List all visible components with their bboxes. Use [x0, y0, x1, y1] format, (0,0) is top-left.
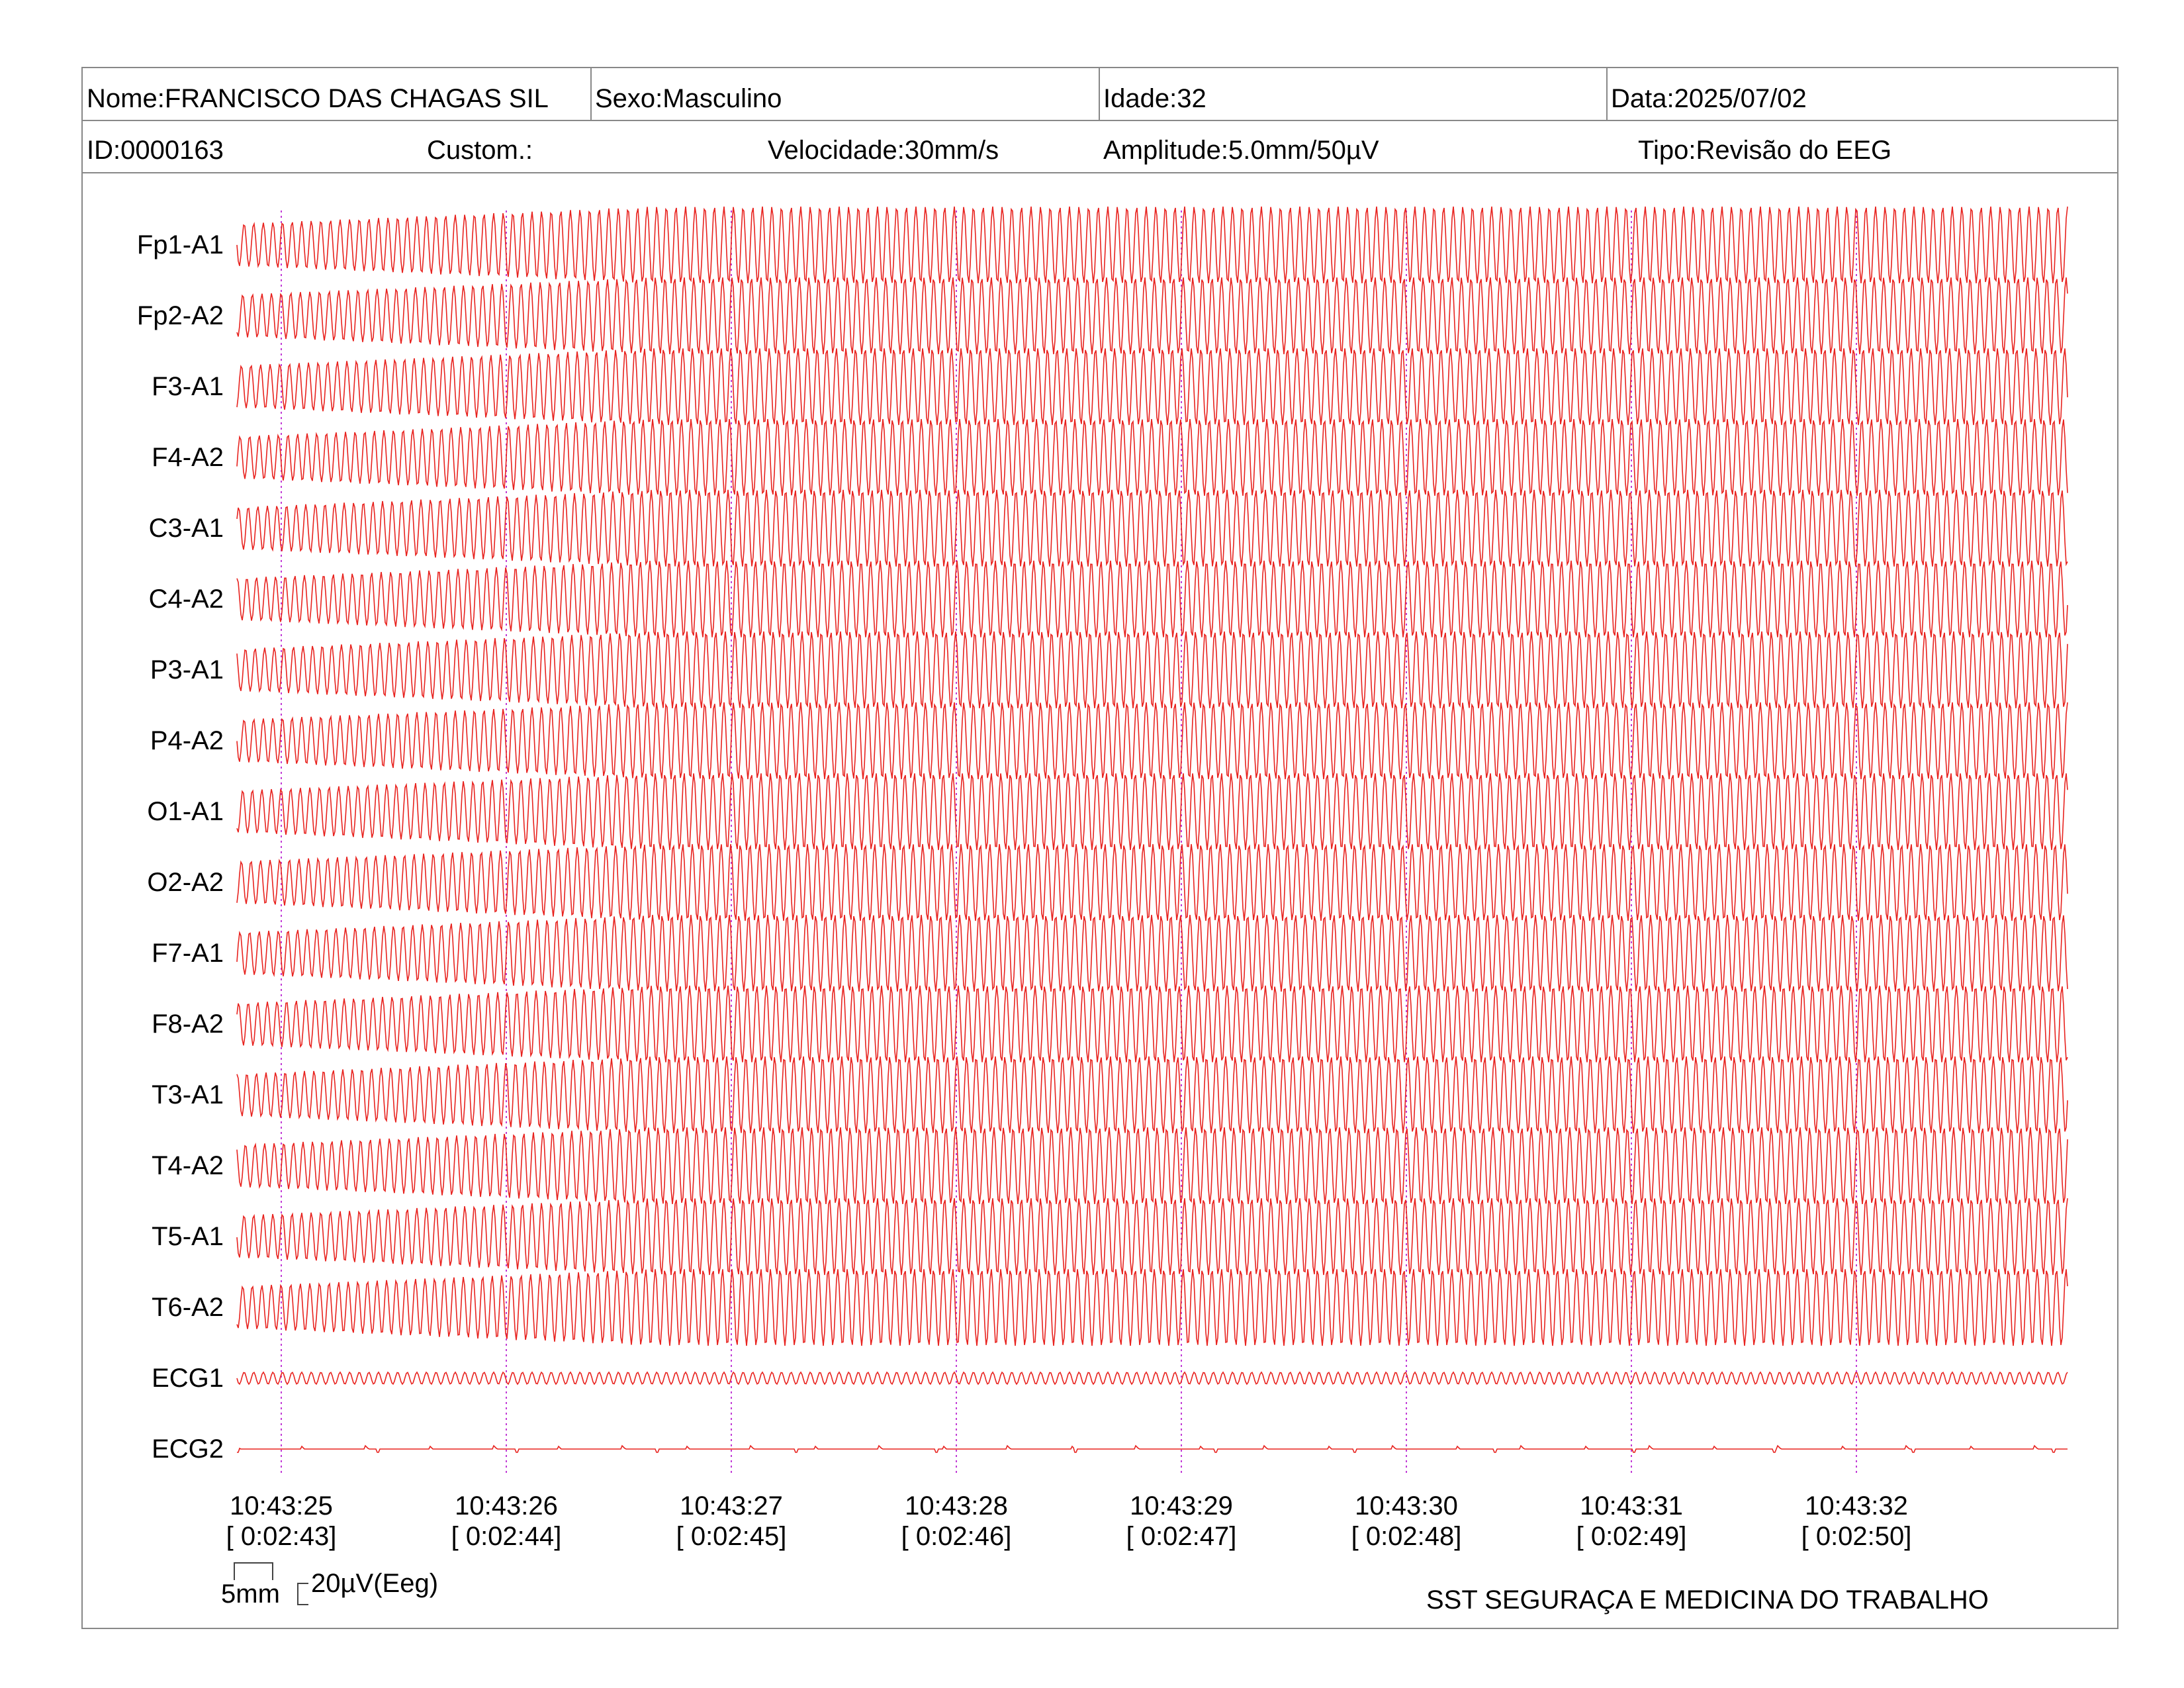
header-cell-border	[1099, 68, 1100, 120]
channel-trace	[236, 1127, 2068, 1204]
footer-brand: SST SEGURAÇA E MEDICINA DO TRABALHO	[1426, 1585, 1989, 1615]
exam-date: Data:2025/07/02	[1611, 84, 1807, 113]
header-cell-border	[1606, 68, 1608, 120]
amplitude-setting: Amplitude:5.0mm/50µV	[1103, 136, 1379, 165]
header-divider	[83, 120, 2117, 121]
channel-trace	[236, 1371, 2068, 1385]
channel-trace	[236, 348, 2068, 426]
channel-label: O1-A1	[147, 797, 224, 826]
elapsed-time: [ 0:02:45]	[676, 1522, 787, 1551]
channel-trace	[236, 1269, 2068, 1346]
channel-label: Fp1-A1	[136, 230, 224, 259]
channel-trace	[237, 1444, 2068, 1453]
time-tick-label: 10:43:30[ 0:02:48]	[1334, 1491, 1479, 1552]
clock-time: 10:43:32	[1805, 1491, 1908, 1521]
clock-time: 10:43:30	[1355, 1491, 1458, 1521]
channel-trace	[236, 560, 2068, 637]
channel-label: F3-A1	[152, 372, 224, 401]
time-tick-label: 10:43:26[ 0:02:44]	[433, 1491, 579, 1552]
elapsed-time: [ 0:02:46]	[901, 1522, 1012, 1551]
channel-trace	[236, 419, 2068, 496]
clock-time: 10:43:26	[455, 1491, 558, 1521]
channel-trace	[236, 985, 2068, 1062]
channel-label: P4-A2	[150, 726, 224, 755]
channel-label: P3-A1	[150, 655, 224, 684]
channel-label: F8-A2	[152, 1009, 224, 1039]
channel-label: F4-A2	[152, 443, 224, 472]
channel-trace	[236, 1198, 2068, 1276]
patient-age: Idade:32	[1103, 84, 1206, 113]
elapsed-time: [ 0:02:43]	[226, 1522, 337, 1551]
channel-trace	[236, 489, 2068, 567]
header-divider	[83, 172, 2117, 173]
time-tick-label: 10:43:29[ 0:02:47]	[1109, 1491, 1254, 1552]
channel-trace	[236, 702, 2068, 780]
channel-label: O2-A2	[147, 868, 224, 897]
clock-time: 10:43:29	[1130, 1491, 1233, 1521]
patient-id: ID:0000163	[87, 136, 224, 165]
channel-trace	[236, 1056, 2068, 1133]
time-tick-label: 10:43:32[ 0:02:50]	[1784, 1491, 1929, 1552]
time-tick-label: 10:43:31[ 0:02:49]	[1559, 1491, 1704, 1552]
clock-time: 10:43:28	[905, 1491, 1008, 1521]
custom-field: Custom.:	[427, 136, 533, 165]
channel-label: F7-A1	[152, 939, 224, 968]
time-tick-label: 10:43:28[ 0:02:46]	[884, 1491, 1029, 1552]
clock-time: 10:43:27	[680, 1491, 783, 1521]
time-tick-label: 10:43:27[ 0:02:45]	[659, 1491, 804, 1552]
amplitude-scale-bracket	[297, 1583, 308, 1605]
channel-trace	[236, 631, 2068, 708]
amplitude-scale-label: 20µV(Eeg)	[311, 1569, 439, 1598]
time-scale-label: 5mm	[221, 1579, 280, 1609]
channel-label: Fp2-A2	[136, 301, 224, 330]
channel-label: T5-A1	[152, 1222, 224, 1251]
channel-trace	[236, 207, 2068, 283]
header-cell-border	[590, 68, 592, 120]
channel-label: T6-A2	[152, 1293, 224, 1322]
elapsed-time: [ 0:02:48]	[1351, 1522, 1462, 1551]
channel-label: ECG1	[152, 1364, 224, 1393]
elapsed-time: [ 0:02:50]	[1801, 1522, 1912, 1551]
clock-time: 10:43:25	[230, 1491, 333, 1521]
time-scale-bracket	[234, 1562, 273, 1580]
elapsed-time: [ 0:02:49]	[1576, 1522, 1687, 1551]
channel-label: C4-A2	[148, 585, 224, 614]
speed-setting: Velocidade:30mm/s	[768, 136, 999, 165]
channel-trace	[236, 277, 2068, 355]
eeg-report-frame: Nome:FRANCISCO DAS CHAGAS SIL Sexo:Mascu…	[81, 67, 2118, 1629]
channel-label: C3-A1	[148, 514, 224, 543]
exam-type: Tipo:Revisão do EEG	[1638, 136, 1892, 165]
channel-label: T3-A1	[152, 1080, 224, 1109]
patient-name: Nome:FRANCISCO DAS CHAGAS SIL	[87, 84, 549, 113]
channel-trace	[236, 844, 2068, 921]
elapsed-time: [ 0:02:44]	[451, 1522, 562, 1551]
channel-trace	[236, 773, 2068, 851]
channel-label: T4-A2	[152, 1151, 224, 1180]
patient-sex: Sexo:Masculino	[595, 84, 782, 113]
channel-label: ECG2	[152, 1434, 224, 1464]
elapsed-time: [ 0:02:47]	[1126, 1522, 1237, 1551]
clock-time: 10:43:31	[1580, 1491, 1683, 1521]
channel-trace	[236, 915, 2068, 992]
time-tick-label: 10:43:25[ 0:02:43]	[208, 1491, 354, 1552]
